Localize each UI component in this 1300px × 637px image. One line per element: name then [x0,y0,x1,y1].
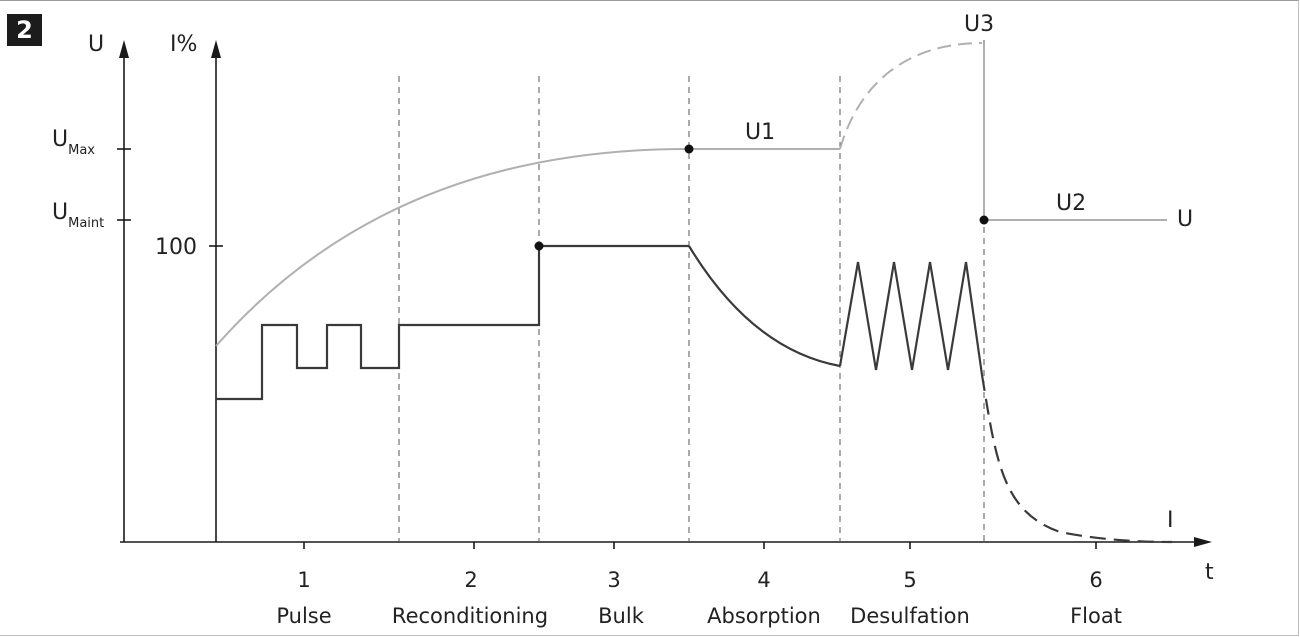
current-curve-pulse [216,244,689,401]
phase-5-name: Desulfation [850,604,970,628]
phase-3-number: 3 [607,568,620,592]
u-axis-label: U [88,32,104,57]
u-max-main: U [52,127,68,152]
phase-1-name: Pulse [276,604,331,628]
u-maint-main: U [52,200,68,225]
phase-2-name: Reconditioning [392,604,548,628]
voltage-u2-point [979,215,989,225]
u1-label: U1 [745,120,775,145]
figure-number-badge: 2 [7,14,42,46]
voltage-curve-desulfation [839,42,983,150]
phase-4-name: Absorption [707,604,821,628]
time-axis-label: t [1205,560,1214,585]
phase-2-number: 2 [464,568,477,592]
current-100-point [534,241,544,251]
phase-6-number: 6 [1089,568,1102,592]
i-axis-label: I% [170,32,197,57]
u-max-label: UMax [52,127,95,158]
phase-5-number: 5 [903,568,916,592]
current-curve-desulfation-pulses [838,261,984,376]
u2-label: U2 [1056,191,1086,216]
current-100-label: 100 [155,235,197,260]
u-maint-label: UMaint [52,200,104,231]
time-axis-arrow [1194,537,1212,547]
phase-3-name: Bulk [598,604,645,628]
phase-1-number: 1 [297,568,310,592]
u-max-subscript: Max [68,143,95,158]
current-curve-absorption [688,245,841,368]
u-axis-arrow [119,40,129,58]
u3-label: U3 [964,12,994,37]
current-curve-float-decay [980,374,1173,544]
voltage-end-label: U [1177,207,1193,232]
phase-4-number: 4 [757,568,770,592]
i-axis-arrow [211,40,221,58]
phase-6-name: Float [1070,604,1122,628]
current-end-label: I [1167,508,1174,533]
u-maint-subscript: Maint [68,216,104,231]
voltage-u1-point [684,144,694,154]
voltage-curve-rise [215,147,840,347]
